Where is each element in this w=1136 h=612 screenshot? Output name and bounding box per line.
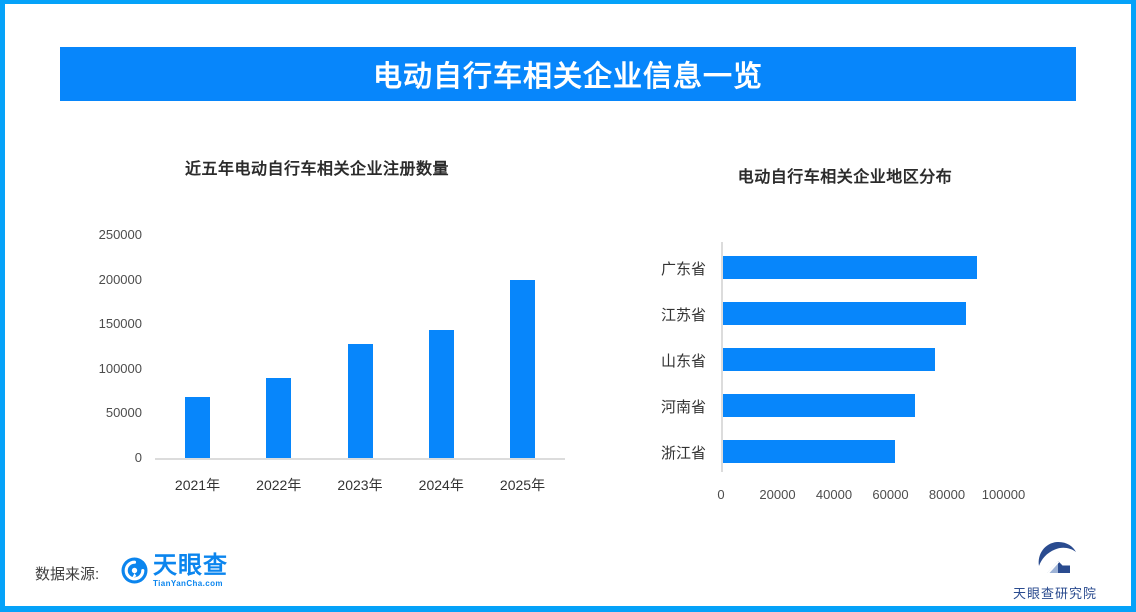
right-chart-title: 电动自行车相关企业地区分布 (737, 169, 953, 186)
bar (723, 394, 915, 417)
y-axis-tick-label: 100000 (98, 360, 142, 376)
y-axis-tick-label: 250000 (98, 227, 142, 242)
x-axis-tick-label: 80000 (928, 487, 966, 502)
left-chart-title: 近五年电动自行车相关企业注册数量 (184, 161, 449, 178)
x-axis-tick-label: 60000 (872, 487, 909, 502)
bar (347, 344, 373, 458)
bar (428, 330, 454, 458)
y-axis-line (721, 242, 723, 472)
category-label: 广东省 (660, 260, 706, 278)
data-source-label: 数据来源: (35, 566, 100, 583)
region-distribution-bar-chart: 电动自行车相关企业地区分布 广东省江苏省山东省河南省浙江省 0 20000 40000… (640, 150, 1110, 510)
x-axis-tick-label: 2025年 (499, 477, 546, 493)
tianyancha-wordmark: 天眼查 TianYanCha.com (153, 554, 228, 588)
category-label: 河南省 (660, 398, 706, 416)
x-axis-tick-label: 2021年 (174, 477, 221, 493)
bar (510, 280, 535, 458)
category-label: 山东省 (660, 352, 706, 370)
x-axis-tick-label: 100000 (981, 487, 1026, 502)
bar (723, 440, 895, 463)
y-axis-tick-label: 200000 (98, 271, 142, 287)
y-axis-tick-label: 150000 (98, 316, 142, 332)
research-mark-icon (1038, 541, 1076, 573)
research-institute-logo: 天眼查研究院 (1000, 540, 1110, 602)
y-axis-tick-label: 0 (134, 450, 142, 465)
x-axis-tick-label: 2024年 (418, 477, 464, 493)
tianyancha-logo: 天眼查 TianYanCha.com (121, 554, 228, 588)
bar (723, 256, 977, 279)
title-banner: 电动自行车相关企业信息一览 (60, 47, 1076, 101)
category-label: 浙江省 (660, 444, 706, 462)
y-axis-tick-label: 50000 (105, 405, 142, 421)
x-axis-tick-label: 40000 (815, 487, 853, 502)
research-institute-name: 天眼查研究院 (1012, 586, 1097, 601)
tianyancha-domain: TianYanCha.com (153, 579, 223, 588)
x-axis-tick-label: 20000 (759, 487, 796, 502)
bar (266, 378, 292, 458)
category-label: 江苏省 (660, 306, 706, 324)
bar (723, 348, 935, 371)
registrations-bar-chart: 近五年电动自行车相关企业注册数量 0 50000 100000 150000 20000… (90, 150, 590, 510)
x-axis-tick-label: 0 (717, 487, 725, 502)
tianyancha-name: 天眼查 (153, 552, 228, 579)
bar (723, 302, 966, 325)
x-axis-tick-label: 2022年 (256, 477, 302, 493)
x-axis-line (155, 458, 565, 460)
x-axis-tick-label: 2023年 (337, 477, 383, 493)
page-title: 电动自行车相关企业信息一览 (372, 61, 763, 93)
bar (185, 397, 210, 458)
tianyancha-eye-icon (121, 557, 148, 584)
